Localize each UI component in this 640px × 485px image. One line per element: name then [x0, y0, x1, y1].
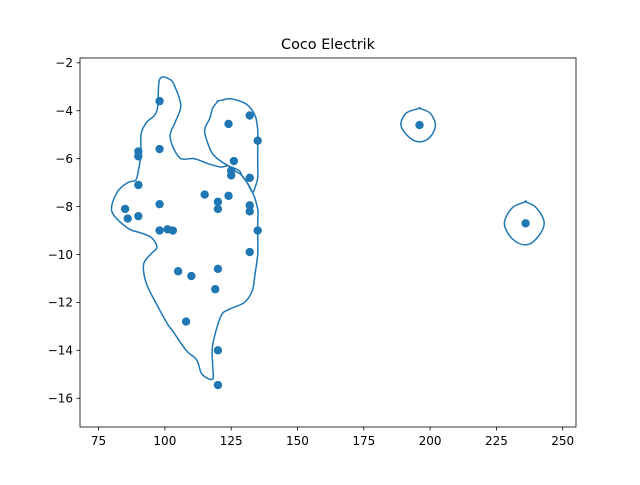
- data-point: [155, 144, 164, 154]
- contour-line: [503, 200, 545, 246]
- data-point: [245, 201, 254, 210]
- data-point: [213, 380, 223, 390]
- data-point: [200, 190, 209, 199]
- x-tick-label: 75: [91, 434, 106, 448]
- data-point: [213, 204, 223, 214]
- data-point: [245, 247, 254, 257]
- data-point: [226, 171, 236, 180]
- data-point: [253, 226, 262, 235]
- data-point: [155, 199, 164, 209]
- data-point: [134, 180, 143, 190]
- data-point: [181, 317, 191, 326]
- contour-line: [203, 97, 259, 194]
- data-point: [415, 120, 424, 130]
- data-point: [245, 207, 254, 216]
- y-tick-label: −4: [55, 104, 73, 118]
- data-point: [521, 219, 530, 228]
- data-point: [211, 285, 220, 294]
- y-tick-label: −6: [55, 152, 73, 166]
- x-axis: 75 100 125 150 175 200 225 250: [91, 427, 574, 448]
- x-tick-label: 200: [419, 434, 442, 448]
- data-point: [213, 264, 223, 274]
- y-tick-label: −8: [55, 200, 73, 214]
- x-tick-label: 125: [220, 434, 243, 448]
- data-point: [134, 211, 143, 221]
- y-tick-label: −16: [48, 392, 73, 406]
- y-tick-label: −2: [55, 56, 73, 70]
- x-tick-label: 150: [286, 434, 309, 448]
- plot-frame: [79, 57, 577, 428]
- data-point: [229, 156, 239, 166]
- data-point: [123, 214, 132, 223]
- data-point: [168, 226, 178, 235]
- x-tick-label: 250: [551, 434, 574, 448]
- data-point: [155, 226, 164, 235]
- data-point: [213, 346, 223, 355]
- data-point: [120, 204, 130, 214]
- data-point: [245, 111, 254, 120]
- y-tick-label: −12: [48, 296, 73, 310]
- data-point: [187, 271, 196, 281]
- x-tick-label: 100: [153, 434, 176, 448]
- y-axis: −16 −14 −12 −10 −8 −6 −4 −2: [48, 56, 80, 406]
- y-tick-label: −14: [48, 344, 73, 358]
- contour-line: [400, 106, 437, 143]
- data-point: [155, 96, 164, 106]
- data-point: [253, 136, 262, 145]
- x-tick-label: 175: [352, 434, 375, 448]
- data-point: [213, 197, 223, 206]
- chart-title: Coco Electrik: [281, 37, 376, 53]
- x-tick-label: 225: [485, 434, 508, 448]
- data-point: [134, 152, 143, 161]
- data-point: [224, 119, 233, 129]
- contour-layer: [110, 76, 545, 381]
- contour-line: [110, 76, 259, 381]
- data-point: [173, 267, 183, 276]
- y-tick-label: −10: [48, 248, 73, 262]
- data-point: [245, 173, 254, 183]
- data-point: [224, 191, 233, 200]
- points-layer: [120, 96, 530, 390]
